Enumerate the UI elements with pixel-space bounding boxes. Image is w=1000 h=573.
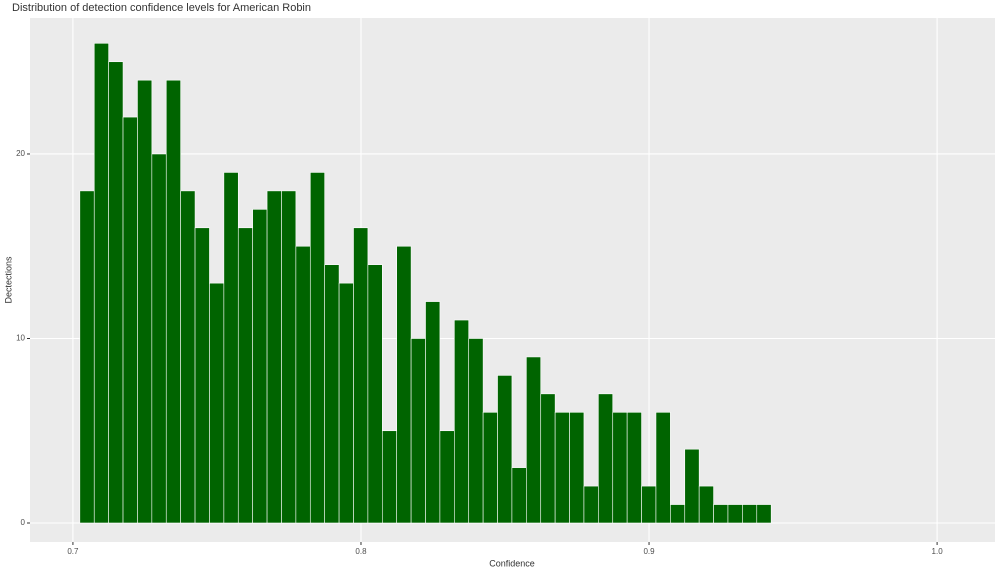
- y-tick-label: 10: [16, 334, 25, 343]
- bar: [540, 393, 556, 524]
- bar: [497, 375, 513, 524]
- bar: [425, 301, 441, 524]
- bar: [454, 319, 470, 524]
- bar: [727, 504, 743, 524]
- bar: [482, 411, 498, 524]
- bar: [526, 356, 542, 524]
- bar: [353, 227, 369, 524]
- bar: [381, 430, 398, 524]
- x-axis-label: Confidence: [489, 558, 535, 568]
- x-tick-label: 1.0: [932, 547, 944, 556]
- bar: [266, 190, 282, 524]
- bar: [108, 61, 124, 524]
- x-tick-label: 0.8: [355, 547, 367, 556]
- bar: [410, 338, 426, 524]
- bar: [742, 504, 758, 524]
- bar: [655, 411, 671, 524]
- bar: [151, 153, 167, 524]
- bar: [569, 411, 585, 524]
- bar: [137, 79, 153, 524]
- bar: [295, 245, 311, 524]
- bar: [612, 411, 628, 524]
- bar: [122, 116, 138, 524]
- bar: [165, 79, 181, 524]
- bar: [281, 190, 297, 524]
- bar: [583, 485, 599, 524]
- x-tick-label: 0.9: [643, 547, 655, 556]
- bar: [338, 282, 354, 524]
- bar: [194, 227, 210, 524]
- bar: [511, 467, 527, 524]
- y-tick-label: 0: [21, 518, 26, 527]
- bar: [396, 245, 412, 524]
- bar: [756, 504, 772, 524]
- bar: [209, 282, 225, 524]
- bar: [439, 430, 455, 524]
- bar: [223, 172, 239, 524]
- y-axis-label: Dectections: [3, 256, 13, 304]
- bar: [670, 504, 686, 524]
- bar: [626, 411, 642, 524]
- bar: [367, 264, 383, 524]
- bar: [79, 190, 95, 524]
- x-tick-label: 0.7: [67, 547, 79, 556]
- y-tick-label: 20: [16, 149, 25, 158]
- bar: [684, 448, 700, 524]
- bar: [237, 227, 253, 524]
- bar: [93, 42, 109, 524]
- bar: [309, 172, 325, 524]
- bar: [641, 485, 657, 524]
- bar: [252, 209, 268, 524]
- bar: [554, 411, 570, 524]
- bar: [468, 338, 484, 524]
- chart-title: Distribution of detection confidence lev…: [12, 2, 311, 14]
- bar: [180, 190, 196, 524]
- bar: [324, 264, 340, 524]
- bar: [713, 504, 729, 524]
- bar: [698, 485, 714, 524]
- bar: [598, 393, 614, 524]
